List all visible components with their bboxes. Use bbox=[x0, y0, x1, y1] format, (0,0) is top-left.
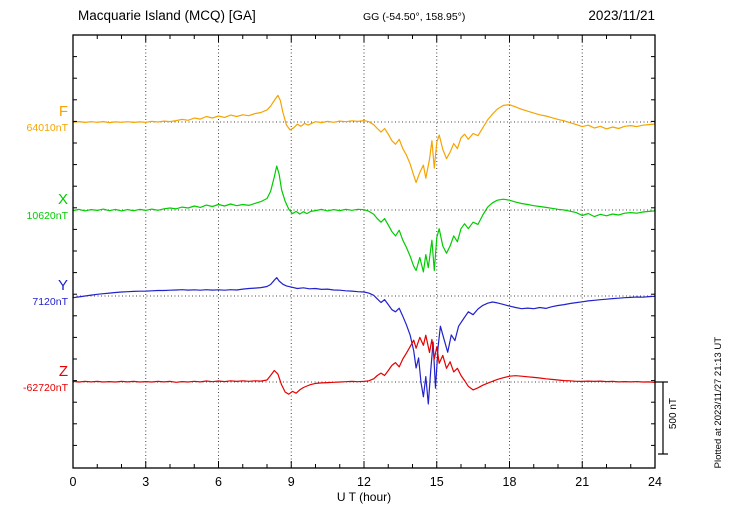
svg-text:6: 6 bbox=[215, 475, 222, 489]
series-label-Z: Z -62720nT bbox=[0, 363, 68, 394]
svg-text:3: 3 bbox=[142, 475, 149, 489]
x-axis-title: U T (hour) bbox=[336, 490, 392, 504]
plot-date: 2023/11/21 bbox=[588, 8, 655, 23]
svg-text:0: 0 bbox=[70, 475, 77, 489]
series-baseline-F: 64010nT bbox=[26, 121, 68, 134]
station-title: Macquarie Island (MCQ) [GA] bbox=[78, 8, 256, 23]
svg-text:21: 21 bbox=[575, 475, 589, 489]
svg-text:24: 24 bbox=[648, 475, 662, 489]
series-name-Z: Z bbox=[58, 363, 68, 380]
series-label-F: F 64010nT bbox=[0, 103, 68, 134]
series-label-Y: Y 7120nT bbox=[0, 277, 68, 308]
svg-text:15: 15 bbox=[430, 475, 444, 489]
series-baseline-X: 10620nT bbox=[26, 209, 68, 222]
series-name-X: X bbox=[57, 191, 68, 208]
svg-text:12: 12 bbox=[357, 475, 371, 489]
plotted-at-note: Plotted at 2023/11/27 21:13 UT bbox=[713, 336, 724, 468]
series-baseline-Y: 7120nT bbox=[32, 295, 68, 308]
svg-text:9: 9 bbox=[288, 475, 295, 489]
geo-coordinates: GG (-54.50°, 158.95°) bbox=[363, 11, 466, 23]
series-label-X: X 10620nT bbox=[0, 191, 68, 222]
series-name-F: F bbox=[58, 103, 68, 120]
svg-text:18: 18 bbox=[503, 475, 517, 489]
series-name-Y: Y bbox=[57, 277, 68, 294]
scale-bar-label: 500 nT bbox=[668, 398, 679, 430]
series-baseline-Z: -62720nT bbox=[23, 381, 68, 394]
